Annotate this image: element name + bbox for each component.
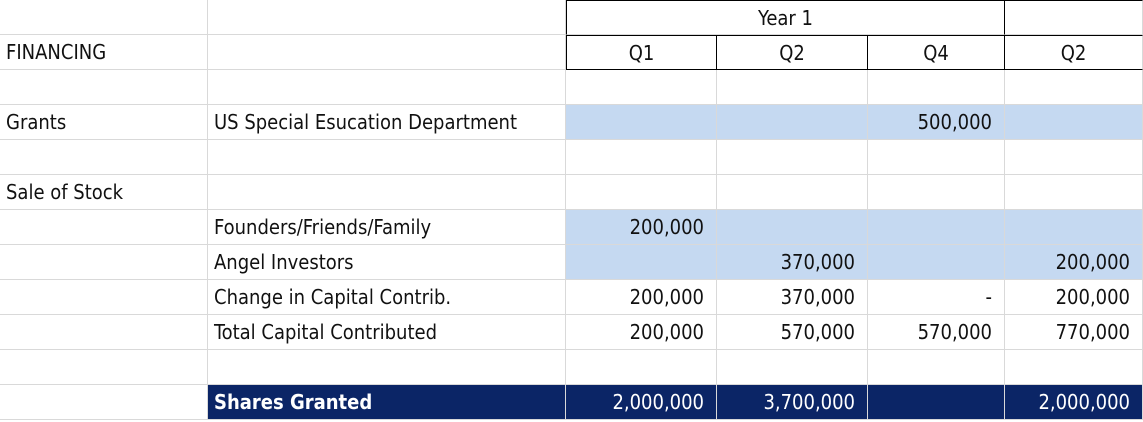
blank-cell[interactable]: [0, 210, 208, 245]
blank-cell[interactable]: [566, 350, 717, 385]
cell-b1[interactable]: [208, 0, 566, 35]
shares-granted-value[interactable]: [868, 385, 1005, 420]
blank-cell[interactable]: [868, 140, 1005, 175]
blank-cell[interactable]: [566, 140, 717, 175]
blank-cell[interactable]: [868, 70, 1005, 105]
quarter-header-q2[interactable]: Q2: [717, 35, 868, 70]
grants-source[interactable]: US Special Esucation Department: [208, 105, 566, 140]
change-label[interactable]: Change in Capital Contrib.: [208, 280, 566, 315]
blank-cell[interactable]: [1005, 350, 1143, 385]
blank-cell[interactable]: [1005, 175, 1143, 210]
blank-cell[interactable]: [208, 70, 566, 105]
shares-granted-value[interactable]: 2,000,000: [1005, 385, 1143, 420]
cell-b2[interactable]: [208, 35, 566, 70]
blank-cell[interactable]: [566, 70, 717, 105]
blank-cell[interactable]: [1005, 140, 1143, 175]
total-value[interactable]: 570,000: [868, 315, 1005, 350]
blank-cell[interactable]: [868, 175, 1005, 210]
quarter-header-q2-next[interactable]: Q2: [1005, 35, 1143, 70]
founders-value[interactable]: [717, 210, 868, 245]
change-value[interactable]: 370,000: [717, 280, 868, 315]
blank-cell[interactable]: [0, 280, 208, 315]
grants-q2-next[interactable]: [1005, 105, 1143, 140]
cell-a1[interactable]: [0, 0, 208, 35]
blank-cell[interactable]: [0, 315, 208, 350]
blank-cell[interactable]: [0, 140, 208, 175]
blank-cell[interactable]: [717, 140, 868, 175]
blank-cell[interactable]: [0, 70, 208, 105]
blank-cell[interactable]: [0, 385, 208, 420]
founders-value[interactable]: 200,000: [566, 210, 717, 245]
total-value[interactable]: 200,000: [566, 315, 717, 350]
change-value[interactable]: 200,000: [1005, 280, 1143, 315]
blank-cell[interactable]: [1005, 70, 1143, 105]
shares-granted-value[interactable]: 2,000,000: [566, 385, 717, 420]
quarter-header-q1[interactable]: Q1: [566, 35, 717, 70]
blank-cell[interactable]: [208, 350, 566, 385]
cell-f1[interactable]: [1005, 0, 1143, 35]
grants-q2[interactable]: [717, 105, 868, 140]
shares-granted-label[interactable]: Shares Granted: [208, 385, 566, 420]
blank-cell[interactable]: [717, 70, 868, 105]
grants-label[interactable]: Grants: [0, 105, 208, 140]
angel-value[interactable]: [868, 245, 1005, 280]
quarter-header-q4[interactable]: Q4: [868, 35, 1005, 70]
grants-q4[interactable]: 500,000: [868, 105, 1005, 140]
angel-value[interactable]: 200,000: [1005, 245, 1143, 280]
shares-granted-value[interactable]: 3,700,000: [717, 385, 868, 420]
angel-label[interactable]: Angel Investors: [208, 245, 566, 280]
section-title[interactable]: FINANCING: [0, 35, 208, 70]
change-value[interactable]: 200,000: [566, 280, 717, 315]
total-label[interactable]: Total Capital Contributed: [208, 315, 566, 350]
blank-cell[interactable]: [717, 350, 868, 385]
blank-cell[interactable]: [0, 350, 208, 385]
sale-of-stock-label[interactable]: Sale of Stock: [0, 175, 208, 210]
blank-cell[interactable]: [868, 350, 1005, 385]
total-value[interactable]: 770,000: [1005, 315, 1143, 350]
angel-value[interactable]: [566, 245, 717, 280]
founders-label[interactable]: Founders/Friends/Family: [208, 210, 566, 245]
blank-cell[interactable]: [208, 140, 566, 175]
change-value[interactable]: -: [868, 280, 1005, 315]
total-value[interactable]: 570,000: [717, 315, 868, 350]
founders-value[interactable]: [868, 210, 1005, 245]
blank-cell[interactable]: [717, 175, 868, 210]
angel-value[interactable]: 370,000: [717, 245, 868, 280]
blank-cell[interactable]: [208, 175, 566, 210]
blank-cell[interactable]: [566, 175, 717, 210]
grants-q1[interactable]: [566, 105, 717, 140]
year-header[interactable]: Year 1: [566, 0, 1005, 35]
blank-cell[interactable]: [0, 245, 208, 280]
founders-value[interactable]: [1005, 210, 1143, 245]
